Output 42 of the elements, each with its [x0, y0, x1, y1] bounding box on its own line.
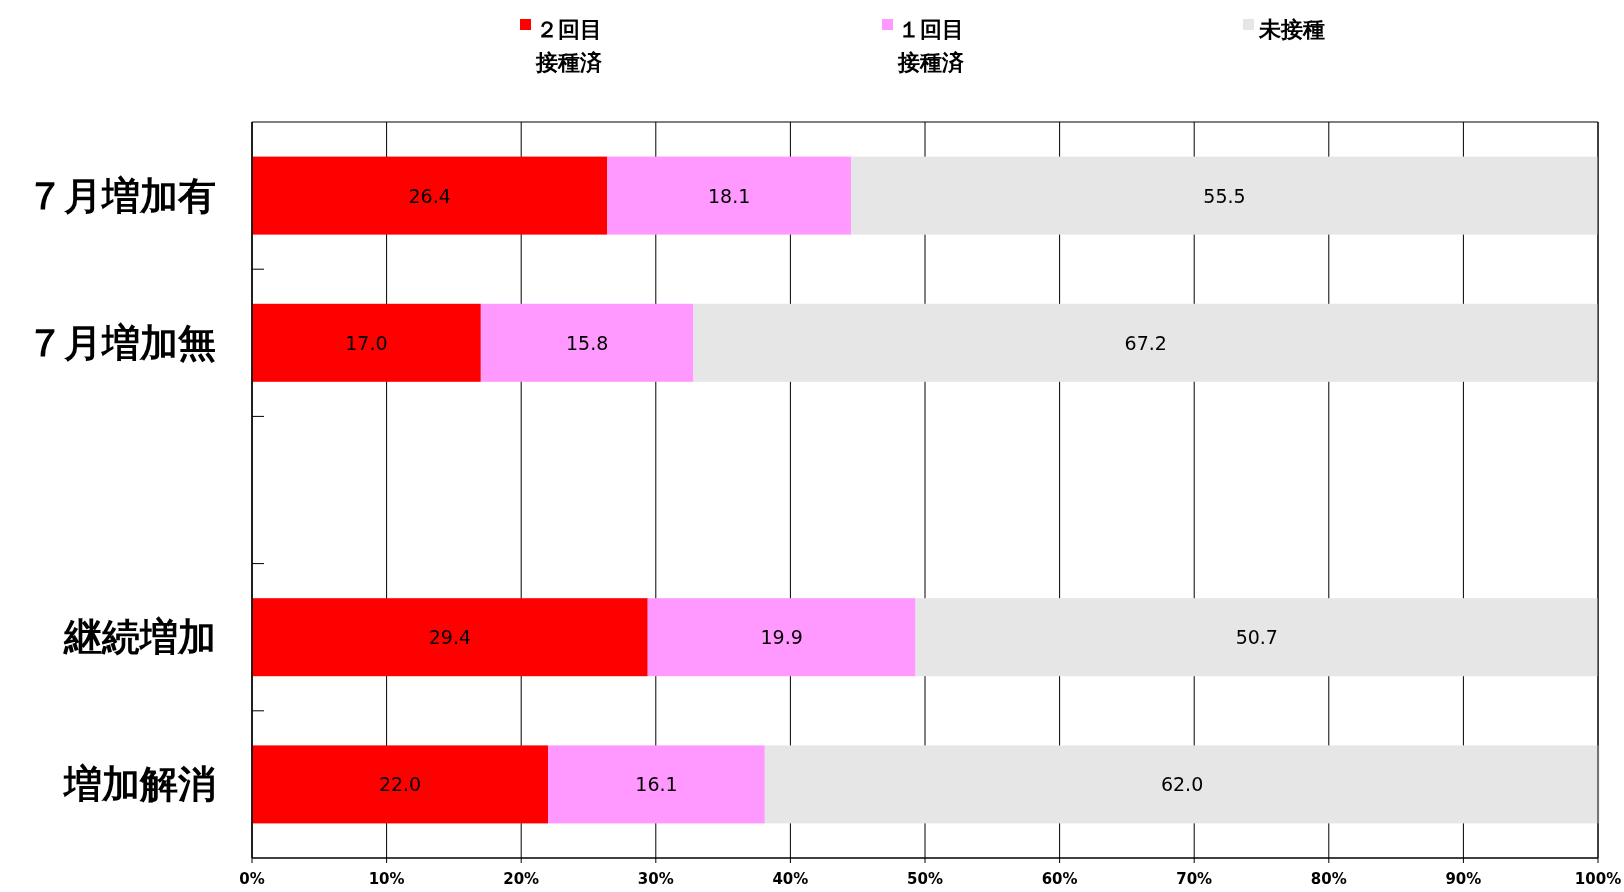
data-label: 22.0: [378, 773, 422, 796]
data-label: 18.1: [708, 184, 751, 207]
x-tick-label: 20%: [503, 870, 540, 888]
y-tick-label: ７月増加有: [26, 173, 216, 218]
data-label: 50.7: [1235, 626, 1278, 649]
bar: [548, 745, 765, 824]
bar: [850, 156, 1598, 235]
bar: [252, 156, 608, 235]
legend-label: 未接種: [1259, 16, 1326, 44]
bar: [252, 598, 648, 677]
data-label: 26.4: [408, 184, 451, 207]
x-tick-label: 70%: [1176, 870, 1213, 888]
x-tick-label: 30%: [637, 870, 674, 888]
data-label: 55.5: [1203, 184, 1246, 207]
data-label: 19.9: [760, 626, 803, 649]
data-label: 17.0: [345, 331, 388, 354]
y-tick-label: ７月増加無: [26, 320, 216, 365]
legend-label: １回目接種済: [898, 16, 965, 77]
y-tick-label: 継続増加: [63, 615, 216, 660]
legend-label: ２回目接種済: [536, 16, 603, 77]
x-tick-label: 100%: [1574, 870, 1622, 888]
x-tick-label: 80%: [1310, 870, 1347, 888]
bar: [693, 303, 1598, 382]
bar: [252, 745, 549, 824]
bar: [607, 156, 851, 235]
data-label: 15.8: [566, 331, 609, 354]
data-label: 67.2: [1124, 331, 1167, 354]
bar: [915, 598, 1598, 677]
x-tick-label: 50%: [907, 870, 943, 888]
x-tick-label: 90%: [1445, 870, 1482, 888]
x-tick-label: 0%: [239, 870, 265, 888]
x-tick-label: 40%: [772, 870, 809, 888]
data-label: 62.0: [1160, 773, 1204, 796]
data-label: 29.4: [428, 626, 472, 649]
bar: [252, 303, 481, 382]
x-tick-label: 60%: [1041, 870, 1078, 888]
data-label: 16.1: [635, 773, 678, 796]
x-tick-label: 10%: [368, 870, 405, 888]
bar: [480, 303, 694, 382]
y-tick-label: 増加解消: [62, 762, 216, 807]
bar: [764, 745, 1600, 824]
bar: [647, 598, 916, 677]
